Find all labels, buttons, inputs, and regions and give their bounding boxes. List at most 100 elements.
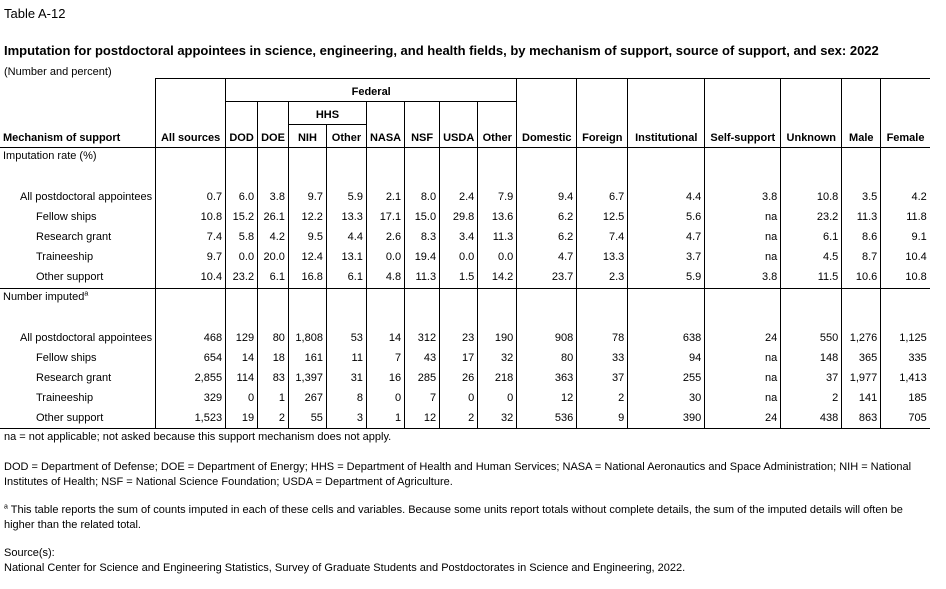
table-row: Research grant 7.4 5.8 4.2 9.5 4.4 2.6 8.3 3.4 11… [0,227,930,248]
table-cell: 12.4 [287,247,327,268]
abbreviations-note: DOD = Department of Defense; DOE = Depar… [4,461,912,488]
table-cell: 190 [477,328,517,348]
table-cell: 14 [365,328,405,348]
table-cell: 14 [225,348,258,368]
table-cell: 11.5 [780,267,842,289]
header-domestic: Domestic [516,124,577,148]
table-cell: 908 [516,328,577,348]
table-cell: 14.2 [477,267,517,289]
table-cell: 148 [780,348,842,368]
source-label: Source(s): [4,547,55,559]
section-header-row: Imputation rate (%) [0,147,930,188]
table-cell: 2.1 [365,187,405,208]
header-all-sources: All sources [155,124,226,148]
table-cell: 32 [477,348,517,368]
table-cell: 10.6 [841,267,881,289]
section-header-row: Number imputeda [0,288,930,328]
table-cell: 9.4 [516,187,577,208]
row-label: Research grant [36,371,112,384]
table-cell: 2.3 [576,267,628,289]
header-nih: NIH [287,124,327,148]
row-label: All postdoctoral appointees [20,191,153,203]
table-cell: 19.4 [404,247,440,268]
table-cell: 5.6 [627,207,705,228]
table-cell: 24 [704,408,781,429]
table-cell: 8.0 [404,187,440,208]
table-cell: 3.8 [704,267,781,289]
table-cell: 5.8 [225,227,258,248]
table-cell: 6.1 [257,267,289,289]
table-cell: 10.4 [155,267,226,289]
row-label: All postdoctoral appointees [20,331,153,344]
table-cell: 10.4 [880,247,930,268]
row-label: Traineeship [36,251,94,263]
table-cell: 23.2 [780,207,842,228]
table-cell: 78 [576,328,628,348]
table-cell: 3.8 [257,187,289,208]
header-nsf: NSF [404,124,440,148]
table-cell: 16 [365,368,405,388]
table-cell: na [704,348,781,368]
table-cell: 19 [225,408,258,429]
table-cell: 17 [439,348,478,368]
table-cell: 11.3 [477,227,517,248]
table-cell: 141 [841,388,881,408]
table-cell: na [704,388,781,408]
table-row: Traineeship 9.7 0.0 20.0 12.4 13.1 0.0 19.4 0.0 0… [0,247,930,268]
table-cell: 11.3 [841,207,881,228]
footnote-marker: a [84,289,89,297]
table-cell: 654 [155,348,226,368]
na-note: na = not applicable; not asked because t… [4,431,392,443]
table-cell: 312 [404,328,440,348]
table-cell: 7.9 [477,187,517,208]
table-cell: 13.6 [477,207,517,228]
footnote: a This table reports the sum of counts i… [4,503,934,533]
table-cell: 161 [287,348,327,368]
table-cell: 8.7 [841,247,881,268]
table-cell: 0 [365,388,405,408]
header-dod: DOD [225,124,258,148]
table-cell: 16.8 [287,267,327,289]
table-cell: 6.1 [780,227,842,248]
table-cell: 365 [841,348,881,368]
table-row: All postdoctoral appointees 0.7 6.0 3.8 9.7 5… [0,187,930,208]
table-cell: 12 [404,408,440,429]
table-cell: 6.0 [225,187,258,208]
table-cell: 4.2 [880,187,930,208]
table-cell: 705 [880,408,930,429]
table-cell: 55 [287,408,327,429]
table-cell: 114 [225,368,258,388]
table-cell: 30 [627,388,705,408]
table-cell: 15.2 [225,207,258,228]
footnote-marker: a [4,503,8,511]
footnote-text: This table reports the sum of counts imp… [4,504,903,531]
table-cell: 11 [325,348,367,368]
table-cell: 1,977 [841,368,881,388]
table-cell: 1,523 [155,408,226,429]
table-cell: 1.5 [439,267,478,289]
table-cell: 1,413 [880,368,930,388]
table-cell: 4.4 [325,227,367,248]
table-cell: 2 [439,408,478,429]
table-cell: 10.8 [880,267,930,289]
header-self-support: Self-support [704,124,781,148]
table-cell: 6.1 [325,267,367,289]
table-units: (Number and percent) [4,66,112,78]
header-female: Female [880,124,930,148]
table-cell: 3.4 [439,227,478,248]
table-cell: na [704,247,781,268]
row-label: Traineeship [36,391,94,404]
table-cell: 2 [780,388,842,408]
header-institutional: Institutional [627,124,705,148]
table-cell: 1,397 [287,368,327,388]
table-cell: 4.4 [627,187,705,208]
row-label: Other support [0,267,156,289]
header-foreign: Foreign [576,124,628,148]
table-cell: 10.8 [780,187,842,208]
table-cell: 1,125 [880,328,930,348]
table-cell: 2.6 [365,227,405,248]
table-cell: 53 [325,328,367,348]
table-cell: 9.7 [287,187,327,208]
table-row: Research grant 2,855 114 83 1,397 31 16 285 26 21… [0,368,930,388]
row-label: Other support [0,408,156,429]
